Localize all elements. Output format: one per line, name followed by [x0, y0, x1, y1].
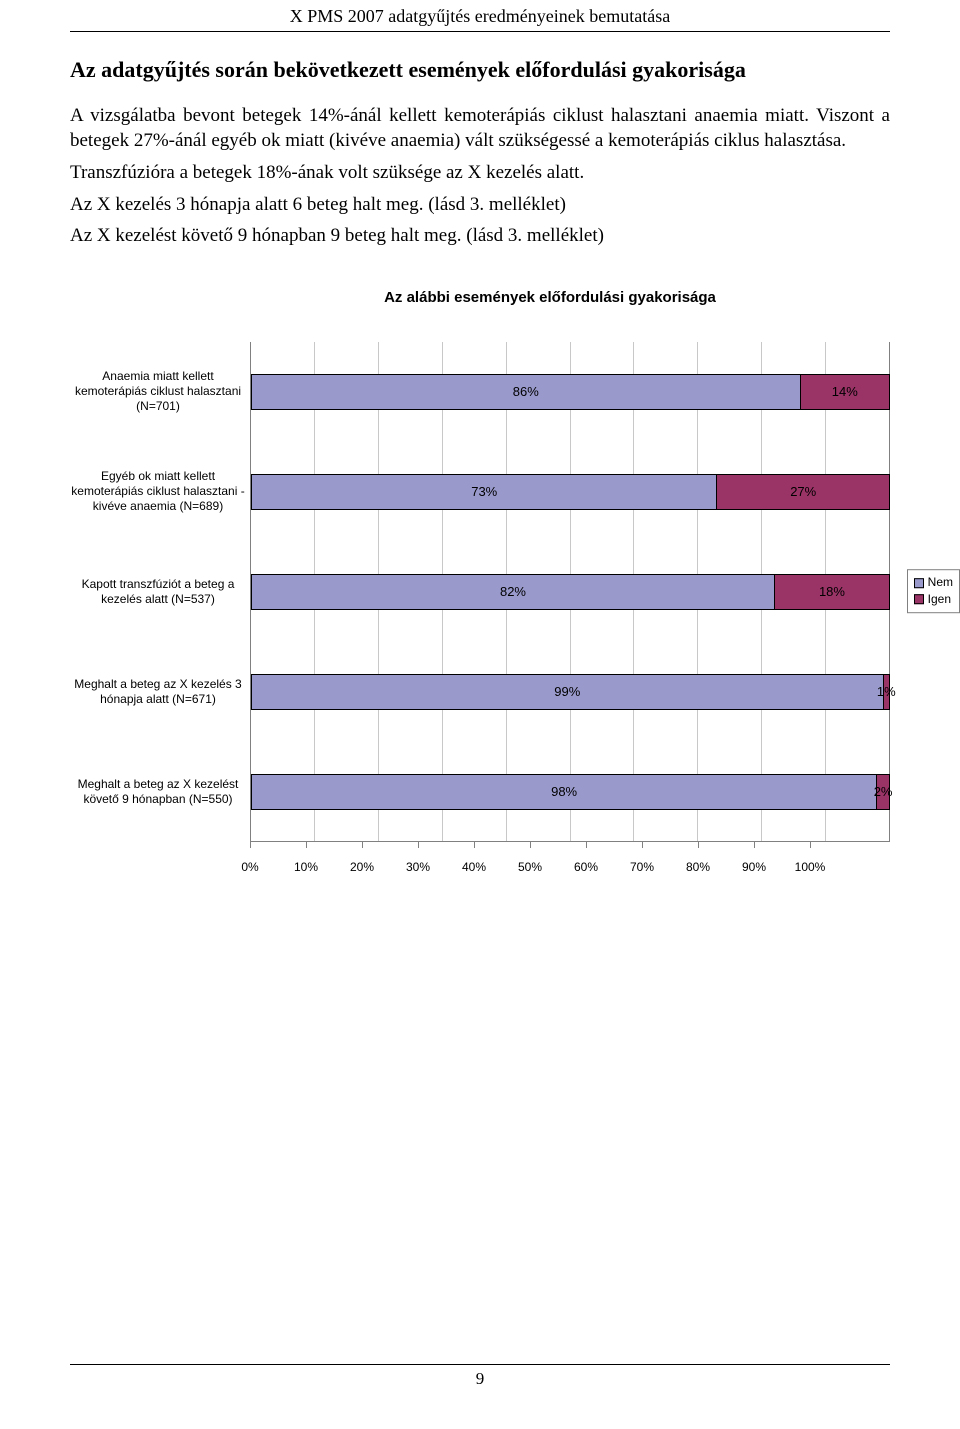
paragraph: Az X kezelés 3 hónapja alatt 6 beteg hal…: [70, 192, 890, 218]
chart-x-tick: 0%: [241, 860, 258, 874]
paragraph: A vizsgálatba bevont betegek 14%-ánál ke…: [70, 103, 890, 154]
chart-bar-row: 82%18%: [251, 574, 890, 610]
chart-bar-segment: 14%: [801, 374, 890, 410]
chart-x-tick: 20%: [350, 860, 374, 874]
chart: Az alábbi események előfordulási gyakori…: [70, 289, 890, 878]
page-header: X PMS 2007 adatgyűjtés eredményeinek bem…: [70, 0, 890, 32]
chart-category-label: Anaemia miatt kellett kemoterápiás ciklu…: [70, 374, 250, 410]
chart-x-tick: 50%: [518, 860, 542, 874]
chart-x-tick: 10%: [294, 860, 318, 874]
chart-legend: NemIgen: [907, 570, 960, 614]
chart-bar-segment: 27%: [717, 474, 890, 510]
chart-title: Az alábbi események előfordulási gyakori…: [210, 289, 890, 306]
chart-x-tick: 30%: [406, 860, 430, 874]
chart-bar-segment: 2%: [877, 774, 890, 810]
chart-rows: 86%14% 73%27% 82%18% 99%1% 98%2%: [251, 342, 890, 842]
chart-x-tick: 40%: [462, 860, 486, 874]
chart-category-label: Egyéb ok miatt kellett kemoterápiás cikl…: [70, 474, 250, 510]
chart-x-tick: 80%: [686, 860, 710, 874]
chart-category-label: Meghalt a beteg az X kezelés 3 hónapja a…: [70, 674, 250, 710]
page-number: 9: [476, 1369, 485, 1388]
legend-swatch: [914, 595, 924, 605]
chart-category-label: Meghalt a beteg az X kezelést követő 9 h…: [70, 774, 250, 810]
chart-bar-segment: 99%: [251, 674, 884, 710]
legend-label: Igen: [928, 591, 951, 608]
chart-bar-segment: 1%: [884, 674, 890, 710]
chart-bar-row: 73%27%: [251, 474, 890, 510]
chart-bar-segment: 73%: [251, 474, 717, 510]
chart-x-tick: 100%: [795, 860, 826, 874]
section-title: Az adatgyűjtés során bekövetkezett esemé…: [70, 56, 890, 85]
chart-bar-row: 86%14%: [251, 374, 890, 410]
chart-bar-row: 99%1%: [251, 674, 890, 710]
legend-item: Igen: [914, 591, 953, 608]
legend-item: Nem: [914, 575, 953, 592]
chart-x-tick: 70%: [630, 860, 654, 874]
chart-bar-row: 98%2%: [251, 774, 890, 810]
chart-y-labels: Anaemia miatt kellett kemoterápiás ciklu…: [70, 342, 250, 842]
paragraph: Az X kezelést követő 9 hónapban 9 beteg …: [70, 223, 890, 249]
chart-x-axis: 0%10%20%30%40%50%60%70%80%90%100%: [250, 848, 810, 878]
chart-plot: 86%14%73%27%82%18%99%1%98%2% NemIgen: [250, 342, 890, 842]
chart-bar-segment: 98%: [251, 774, 877, 810]
chart-category-label: Kapott transzfúziót a beteg a kezelés al…: [70, 574, 250, 610]
paragraph: Transzfúzióra a betegek 18%-ának volt sz…: [70, 160, 890, 186]
chart-bar-segment: 18%: [775, 574, 890, 610]
chart-bar-segment: 82%: [251, 574, 775, 610]
chart-bar-segment: 86%: [251, 374, 801, 410]
page-footer: 9: [70, 1364, 890, 1389]
chart-x-tick: 60%: [574, 860, 598, 874]
legend-label: Nem: [928, 575, 953, 592]
chart-x-tick: 90%: [742, 860, 766, 874]
legend-swatch: [914, 578, 924, 588]
